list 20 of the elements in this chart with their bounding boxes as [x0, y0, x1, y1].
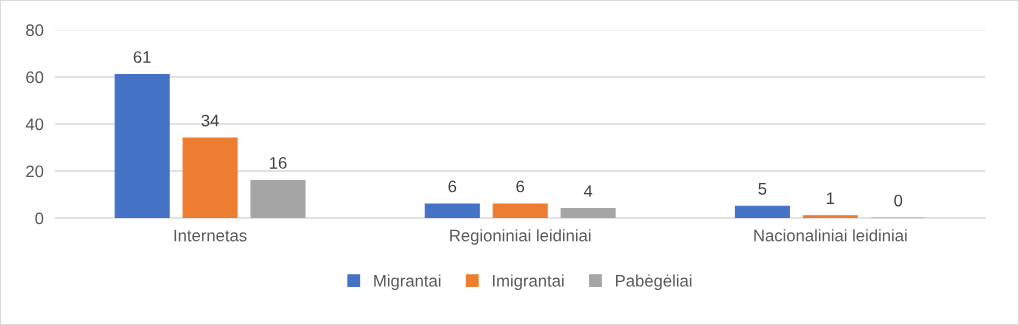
legend-label: Pabėgėliai [616, 274, 692, 291]
y-tick-label: 80 [26, 24, 44, 37]
data-label: 4 [583, 185, 593, 197]
x-tick-label: Regioniniai leidiniai [450, 229, 591, 245]
data-label: 34 [201, 114, 219, 127]
data-label: 1 [826, 192, 835, 204]
x-tick-label: Internetas [174, 229, 247, 242]
legend-label: Migrantai [374, 274, 441, 291]
y-tick-label: 20 [26, 165, 44, 178]
data-label: 5 [758, 183, 767, 195]
data-label: 0 [894, 194, 903, 207]
y-tick-label: 60 [26, 71, 44, 84]
data-label: 6 [448, 180, 457, 193]
data-label: 6 [516, 180, 525, 193]
y-tick-label: 40 [25, 118, 44, 131]
y-tick-label: 0 [35, 212, 44, 225]
data-label: 61 [133, 51, 151, 63]
data-label: 16 [270, 157, 287, 169]
legend-label: Imigrantai [493, 274, 564, 291]
x-tick-label: Nacionaliniai leidiniai [754, 229, 907, 242]
